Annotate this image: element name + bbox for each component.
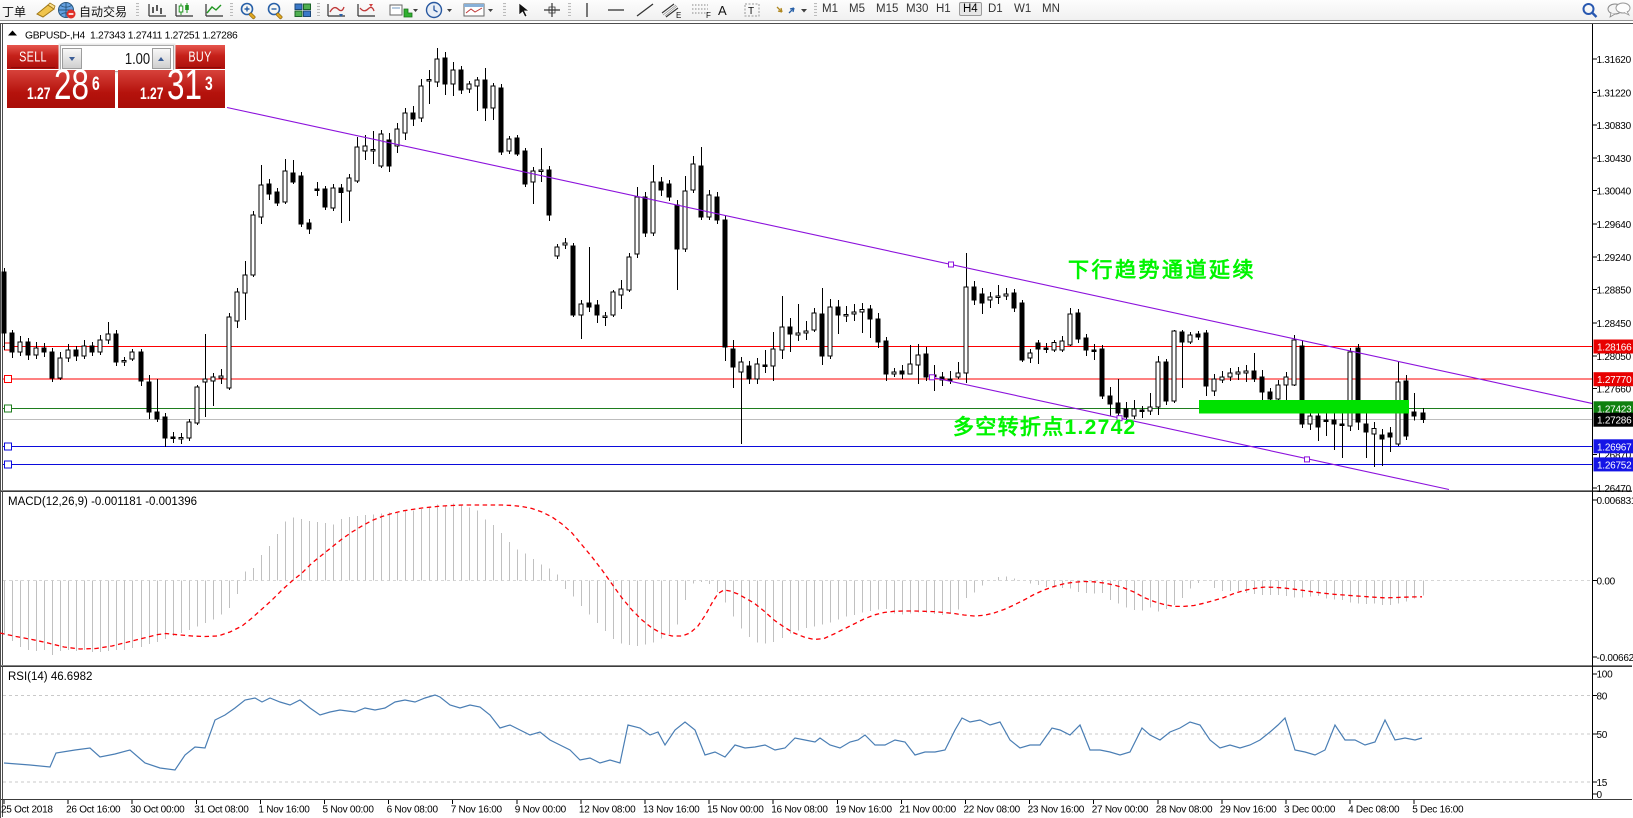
svg-text:1.30430: 1.30430 (1597, 154, 1632, 165)
svg-text:F: F (706, 11, 711, 20)
svg-text:12 Nov 08:00: 12 Nov 08:00 (579, 805, 636, 816)
svg-text:100: 100 (1597, 670, 1614, 681)
svg-text:4 Dec 08:00: 4 Dec 08:00 (1348, 805, 1400, 816)
svg-text:下行趋势通道延续: 下行趋势通道延续 (1068, 258, 1256, 282)
svg-text:-0.00662: -0.00662 (1597, 653, 1633, 664)
svg-text:RSI(14) 46.6982: RSI(14) 46.6982 (8, 671, 92, 683)
svg-text:E: E (676, 11, 681, 20)
svg-text:1.26870: 1.26870 (1597, 451, 1632, 462)
svg-text:0: 0 (1597, 790, 1603, 801)
svg-text:1.31620: 1.31620 (1597, 55, 1632, 66)
svg-text:GBPUSD-,H4 1.27343 1.27411 1.: GBPUSD-,H4 1.27343 1.27411 1.27251 1.272… (25, 31, 238, 42)
svg-text:0.00: 0.00 (1597, 576, 1616, 587)
svg-text:1.26967: 1.26967 (1597, 442, 1632, 453)
svg-text:7 Nov 16:00: 7 Nov 16:00 (451, 805, 503, 816)
svg-text:25 Oct 2018: 25 Oct 2018 (1, 805, 53, 816)
svg-text:1.26470: 1.26470 (1597, 484, 1632, 495)
svg-text:30 Oct 00:00: 30 Oct 00:00 (130, 805, 185, 816)
svg-text:5 Dec 16:00: 5 Dec 16:00 (1412, 805, 1464, 816)
svg-text:29 Nov 16:00: 29 Nov 16:00 (1220, 805, 1277, 816)
svg-text:22 Nov 08:00: 22 Nov 08:00 (964, 805, 1021, 816)
svg-text:15 Nov 00:00: 15 Nov 00:00 (707, 805, 764, 816)
svg-text:31 Oct 08:00: 31 Oct 08:00 (194, 805, 249, 816)
svg-text:1.27423: 1.27423 (1597, 404, 1632, 415)
svg-text:T: T (748, 6, 754, 17)
svg-text:50: 50 (1597, 730, 1608, 741)
svg-text:1.26752: 1.26752 (1597, 460, 1632, 471)
svg-text:1.28166: 1.28166 (1597, 343, 1632, 354)
svg-text:1.28450: 1.28450 (1597, 319, 1632, 330)
svg-text:MACD(12,26,9) -0.001181 -0.001: MACD(12,26,9) -0.001181 -0.001396 (8, 496, 197, 508)
svg-text:多空转折点1.2742: 多空转折点1.2742 (953, 415, 1137, 439)
svg-text:1.28050: 1.28050 (1597, 352, 1632, 363)
svg-text:1.30830: 1.30830 (1597, 121, 1632, 132)
svg-text:21 Nov 00:00: 21 Nov 00:00 (899, 805, 956, 816)
svg-text:19 Nov 16:00: 19 Nov 16:00 (835, 805, 892, 816)
svg-text:16 Nov 08:00: 16 Nov 08:00 (771, 805, 828, 816)
svg-text:9 Nov 00:00: 9 Nov 00:00 (515, 805, 567, 816)
svg-text:1 Nov 16:00: 1 Nov 16:00 (258, 805, 310, 816)
svg-text:1.27770: 1.27770 (1597, 375, 1632, 386)
svg-text:27 Nov 00:00: 27 Nov 00:00 (1092, 805, 1149, 816)
svg-text:23 Nov 16:00: 23 Nov 16:00 (1028, 805, 1085, 816)
svg-text:1.29240: 1.29240 (1597, 253, 1632, 264)
svg-text:3 Dec 00:00: 3 Dec 00:00 (1284, 805, 1336, 816)
svg-text:6 Nov 08:00: 6 Nov 08:00 (387, 805, 439, 816)
svg-text:1.27660: 1.27660 (1597, 385, 1632, 396)
svg-text:1.28850: 1.28850 (1597, 286, 1632, 297)
svg-text:5 Nov 00:00: 5 Nov 00:00 (323, 805, 375, 816)
svg-text:15: 15 (1597, 778, 1608, 789)
svg-text:13 Nov 16:00: 13 Nov 16:00 (643, 805, 700, 816)
svg-text:0.006831: 0.006831 (1597, 496, 1633, 507)
svg-text:1.29640: 1.29640 (1597, 220, 1632, 231)
svg-text:1.27286: 1.27286 (1597, 416, 1632, 427)
svg-text:1.31220: 1.31220 (1597, 88, 1632, 99)
svg-text:28 Nov 08:00: 28 Nov 08:00 (1156, 805, 1213, 816)
svg-text:26 Oct 16:00: 26 Oct 16:00 (66, 805, 121, 816)
svg-text:80: 80 (1597, 691, 1608, 702)
svg-text:1.30040: 1.30040 (1597, 187, 1632, 198)
